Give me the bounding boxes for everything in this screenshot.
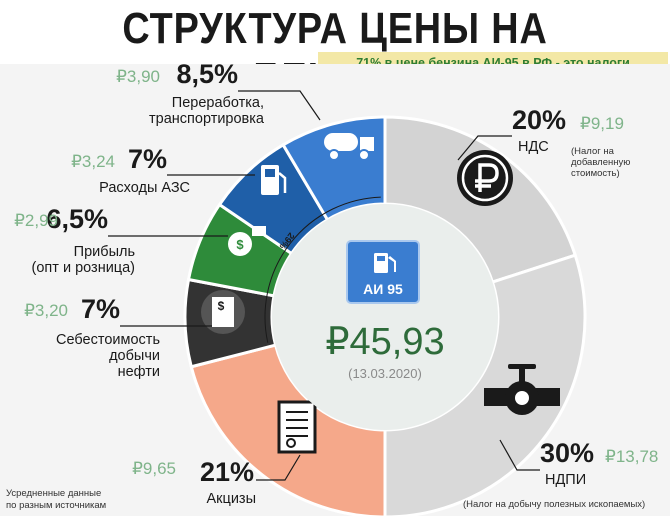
leader-line-6	[238, 90, 321, 121]
slice-name-label: Прибыль	[74, 244, 135, 260]
slice-price-label: ₽3,24	[71, 152, 115, 171]
slice-name-label: нефти	[118, 364, 160, 380]
slice-name-label: НДС	[518, 139, 549, 155]
labels-layer: 20% ₽9,19 НДС (Налог надобавленнуюстоимость…	[14, 59, 658, 510]
slice-name-label: НДПИ	[545, 472, 586, 488]
document-icon	[277, 400, 317, 454]
price-date: (13.03.2020)	[348, 366, 422, 381]
slice-price-label: ₽9,65	[132, 459, 176, 478]
total-price: ₽45,93	[325, 321, 444, 363]
svg-text:$: $	[218, 299, 225, 313]
slice-percent-label: 6,5%	[46, 204, 108, 234]
leader-line-2	[256, 454, 301, 481]
money-bag-icon: $	[228, 226, 266, 256]
slice-name-label: Акцизы	[207, 491, 257, 507]
footnote-line-2: по разным источникам	[6, 500, 106, 511]
slice-name-label: Расходы АЗС	[99, 180, 190, 196]
slice-price-label: ₽2,99	[14, 211, 58, 230]
slice-name-label: добычи	[109, 348, 160, 364]
slice-percent-label: 21%	[200, 457, 254, 487]
fuel-truck-icon	[324, 133, 374, 161]
inner-bracket	[264, 196, 381, 343]
slice-note-label: (Налог на	[571, 146, 615, 157]
slice-name-label: транспортировка	[149, 111, 265, 127]
icons-layer: $$	[201, 133, 560, 454]
slice-price-label: ₽3,20	[24, 301, 68, 320]
inner-circle	[272, 204, 498, 430]
svg-text:$: $	[236, 237, 244, 252]
slice-name-label: Себестоимость	[56, 332, 160, 348]
pipe-valve-icon	[484, 364, 560, 415]
calculator-icon: $	[201, 290, 245, 334]
leader-line-0	[457, 135, 512, 161]
fuel-pump-badge-icon	[374, 253, 396, 273]
fuel-pump-icon	[261, 165, 287, 195]
slice-percent-label: 8,5%	[176, 59, 238, 89]
slice-note-label: стоимость)	[571, 168, 620, 179]
slice-name-label: (опт и розница)	[32, 260, 135, 276]
slice-price-label: ₽3,90	[116, 67, 160, 86]
slice-price-label: ₽13,78	[605, 447, 658, 466]
slice-name-label: Переработка,	[172, 95, 264, 111]
fuel-badge-label: АИ 95	[363, 281, 403, 297]
footnote-line-1: Усредненные данные	[6, 488, 101, 499]
slice-percent-label: 20%	[512, 105, 566, 135]
slice-price-label: ₽9,19	[580, 114, 624, 133]
ruble-coin-icon	[457, 150, 513, 206]
leader-line-1	[499, 439, 540, 471]
slice-percent-label: 30%	[540, 438, 594, 468]
slice-note-label: добавленную	[571, 157, 630, 168]
slice-percent-label: 7%	[128, 144, 167, 174]
slice-percent-label: 7%	[81, 294, 120, 324]
slice-note-label: (Налог на добычу полезных ископаемых)	[463, 499, 645, 510]
fuel-badge: АИ 95	[346, 240, 420, 304]
